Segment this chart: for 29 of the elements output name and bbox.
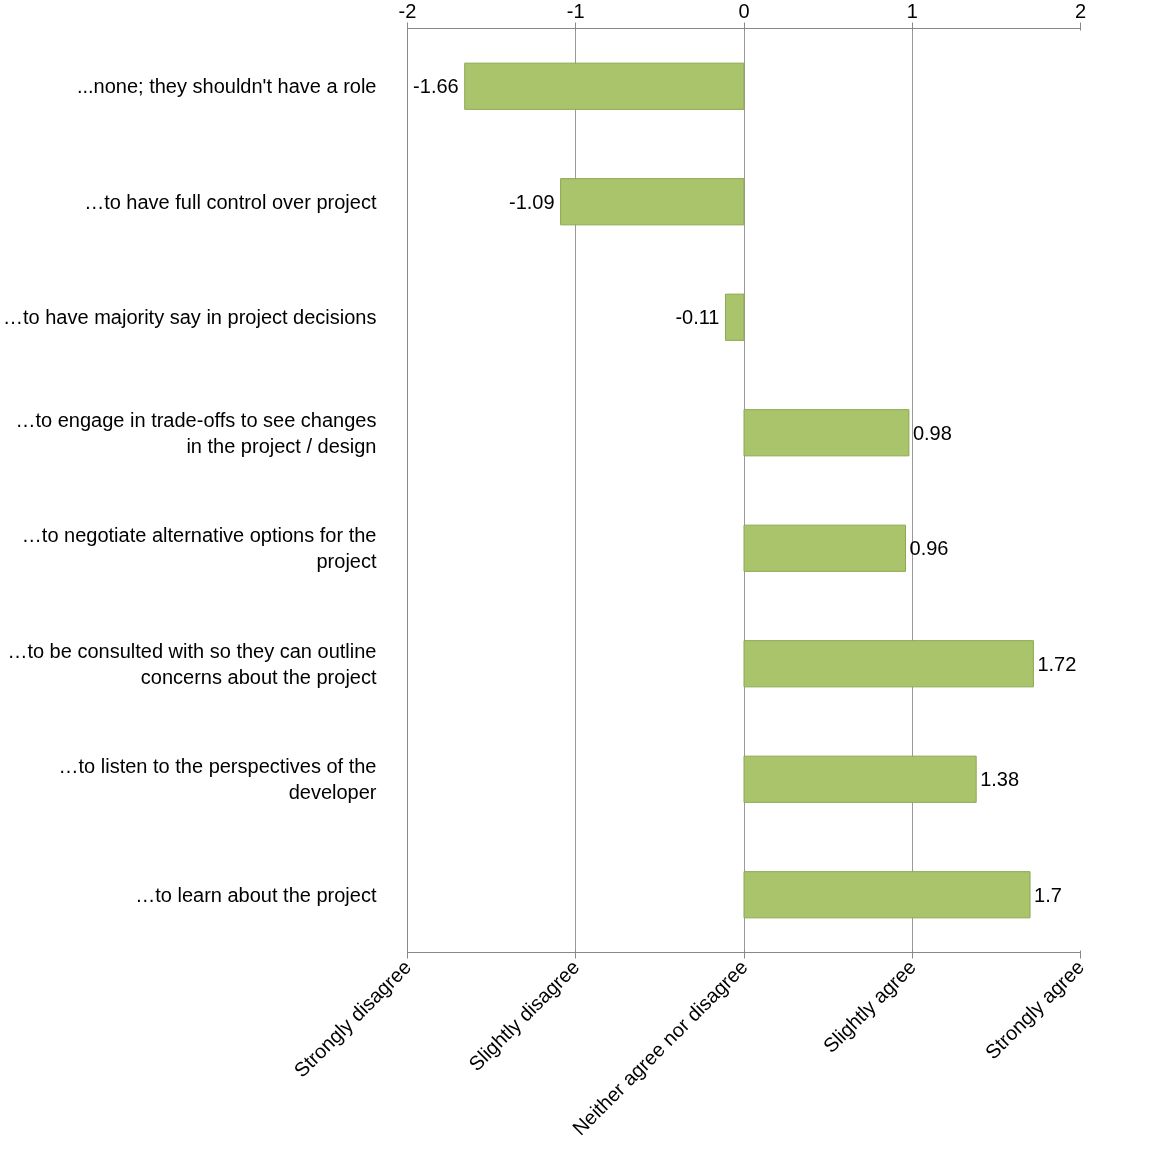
y-tick-label: …to have full control over project xyxy=(84,190,377,213)
data-label: -1.09 xyxy=(509,190,555,213)
bar xyxy=(743,755,977,803)
y-tick-label: ...none; they shouldn't have a role xyxy=(76,75,377,98)
bar xyxy=(724,293,745,341)
bar xyxy=(560,178,745,226)
bar xyxy=(743,640,1034,688)
bar xyxy=(743,871,1031,919)
bar xyxy=(743,524,907,572)
data-label: 1.7 xyxy=(1034,883,1062,906)
y-tick-label: …to be consulted with so they can outline concerns about the project xyxy=(7,639,377,688)
data-label: -0.11 xyxy=(675,306,720,329)
y-tick-label: …to listen to the perspectives of the developer xyxy=(58,755,377,804)
data-label: -1.66 xyxy=(413,75,459,98)
x-tick-label: 2 xyxy=(1074,0,1087,22)
y-tick-label: …to engage in trade-offs to see changes in the project / design xyxy=(15,408,377,457)
x-tick-label: -2 xyxy=(398,0,417,22)
x-tick-label: -1 xyxy=(566,0,585,22)
y-tick-label: …to learn about the project xyxy=(135,883,377,906)
data-label: 1.72 xyxy=(1037,652,1077,675)
x-tick-label: 1 xyxy=(906,0,918,22)
x-tick-label: 0 xyxy=(738,0,750,22)
bar xyxy=(743,409,910,457)
data-label: 0.98 xyxy=(912,421,952,444)
y-tick-label: …to negotiate alternative options for the project xyxy=(21,524,377,573)
data-label: 0.96 xyxy=(909,537,949,560)
bar xyxy=(464,62,745,110)
data-label: 1.38 xyxy=(980,768,1020,791)
y-tick-label: …to have majority say in project decisions xyxy=(3,306,377,329)
